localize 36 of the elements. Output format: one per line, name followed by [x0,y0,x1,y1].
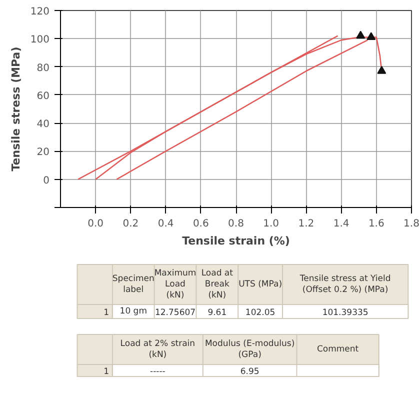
x-tick-label: 1.2 [298,218,314,230]
y-tick-label: 80 [36,62,50,74]
y-tick-label: 40 [36,119,50,130]
x-tick-label: 0.2 [122,218,139,230]
text: Specimen label [112,274,154,295]
x-tick-label: 1.0 [263,218,280,230]
x-tick-label: 1.4 [333,218,350,230]
text: 6.95 [240,367,260,377]
text: Modulus (E-modulus) (GPa) [204,339,295,360]
text: Load at 2% strain (kN) [120,339,196,360]
y-axis-title: Tensile stress (MPa) [9,46,22,172]
text: 12.75607 [154,308,196,318]
text: Load at Break (kN) [201,268,234,300]
text: 10 gm [120,306,147,316]
text: 1 [104,367,110,377]
text: 9.61 [208,308,227,318]
y-tick-label: 20 [36,147,50,158]
y-tick-label: 0 [43,175,50,186]
text: Tensile stress at Yield (Offset 0.2 %) (MPa) [298,274,391,295]
text: UTS (MPa) [238,280,282,290]
y-tick-label: 120 [30,6,50,18]
y-tick-label: 60 [36,90,50,102]
x-tick-label: 0.4 [158,218,174,230]
text: ----- [150,367,166,377]
text: 102.05 [245,308,276,318]
x-tick-label: 0.6 [192,218,209,230]
x-tick-label: 0.8 [228,218,244,230]
x-tick-label: 0.0 [88,218,104,230]
text: 101.39335 [322,308,368,318]
x-axis-title: Tensile strain (%) [182,234,290,248]
text: 1 [104,308,110,318]
y-tick-label: 100 [30,34,50,46]
text: Maximum Load (kN) [154,268,196,300]
text: Comment [316,344,360,354]
x-tick-label: 1.6 [368,218,384,230]
x-tick-label: 1.8 [404,218,419,230]
